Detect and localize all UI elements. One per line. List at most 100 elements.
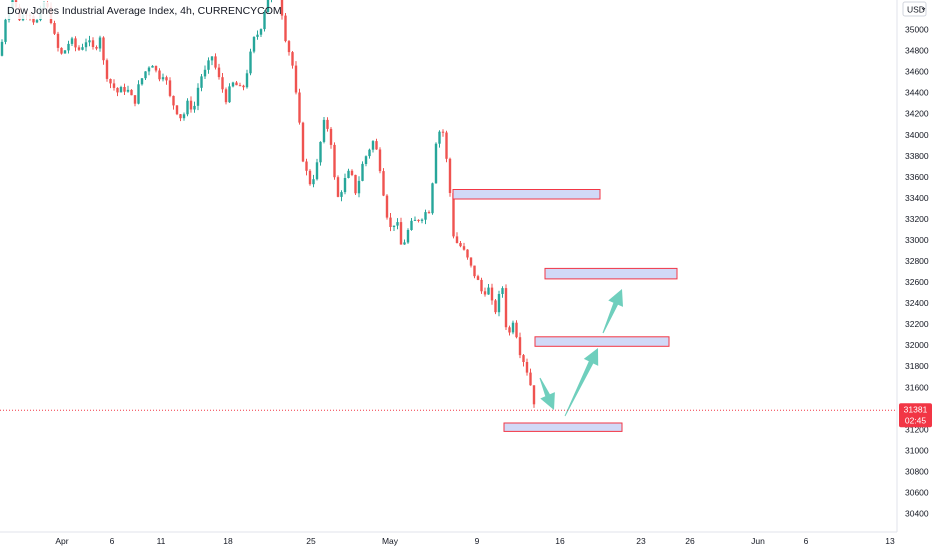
currency-label[interactable]: USD bbox=[907, 5, 925, 15]
candle-body bbox=[284, 15, 287, 42]
candle-body bbox=[123, 87, 126, 92]
candle-body bbox=[231, 82, 235, 87]
candle-body bbox=[305, 161, 308, 171]
candle-body bbox=[368, 149, 371, 157]
candle-body bbox=[102, 37, 105, 61]
candle-body bbox=[280, 0, 284, 16]
currency-selector-box[interactable] bbox=[902, 1, 927, 17]
candle-body bbox=[88, 40, 91, 43]
price-zone[interactable] bbox=[544, 267, 678, 280]
candle-body bbox=[249, 51, 252, 74]
candle-body bbox=[63, 50, 67, 54]
candle-body bbox=[427, 212, 431, 214]
candle-body bbox=[333, 144, 336, 178]
candle-body bbox=[354, 174, 357, 194]
candle-body bbox=[74, 38, 77, 48]
y-tick-label: 31600 bbox=[905, 382, 929, 392]
current-price-badge bbox=[899, 403, 932, 428]
candle-body bbox=[532, 385, 536, 405]
x-tick-label: 13 bbox=[885, 536, 895, 546]
candle-body bbox=[179, 114, 182, 119]
price-zone[interactable] bbox=[534, 336, 670, 347]
y-tick-label: 33000 bbox=[905, 235, 929, 245]
candle-body bbox=[245, 73, 249, 88]
candle-body bbox=[518, 337, 522, 356]
candle-body bbox=[210, 56, 214, 61]
candle-body bbox=[361, 163, 364, 181]
y-tick-label: 30600 bbox=[905, 488, 929, 498]
candle-body bbox=[476, 276, 480, 280]
support-resistance-zones bbox=[452, 189, 678, 432]
x-tick-label: Apr bbox=[55, 536, 68, 546]
y-tick-label: 33200 bbox=[905, 214, 929, 224]
candle-body bbox=[165, 77, 168, 81]
candle-body bbox=[347, 170, 350, 178]
y-tick-label: 35000 bbox=[905, 25, 929, 35]
candle-body bbox=[420, 219, 424, 221]
candle-body bbox=[221, 77, 224, 90]
candle-body bbox=[84, 42, 88, 48]
price-axis[interactable]: 35000 34800 34600 34400 34200 34000 33800 33600… bbox=[905, 25, 929, 519]
y-tick-label: 34800 bbox=[905, 46, 929, 56]
candle-body bbox=[207, 60, 210, 70]
y-tick-label: 34400 bbox=[905, 88, 929, 98]
price-zone[interactable] bbox=[452, 189, 601, 200]
candle-body bbox=[431, 183, 434, 214]
candles bbox=[0, 0, 536, 408]
candle-body bbox=[371, 141, 375, 150]
candle-body bbox=[396, 222, 399, 226]
candle-body bbox=[336, 177, 340, 197]
y-tick-label: 32800 bbox=[905, 256, 929, 266]
y-tick-label: 33800 bbox=[905, 151, 929, 161]
y-tick-label: 32200 bbox=[905, 319, 929, 329]
x-tick-label: 26 bbox=[685, 536, 695, 546]
candle-body bbox=[252, 37, 256, 52]
candle-body bbox=[158, 70, 161, 80]
candle-body bbox=[151, 65, 154, 68]
candle-body bbox=[91, 40, 95, 47]
candle-body bbox=[406, 230, 410, 243]
candle-body bbox=[81, 47, 84, 50]
candle-body bbox=[98, 37, 102, 49]
candle-body bbox=[375, 141, 378, 150]
candle-body bbox=[455, 236, 459, 243]
candle-body bbox=[235, 82, 238, 86]
candle-body bbox=[137, 84, 140, 104]
candle-body bbox=[56, 33, 60, 48]
price-zone[interactable] bbox=[503, 422, 623, 432]
time-axis[interactable]: Apr 6 11 18 25 May 9 16 23 26 Jun 6 13 bbox=[55, 536, 895, 546]
candle-body bbox=[515, 322, 518, 338]
x-tick-label: 6 bbox=[110, 536, 115, 546]
candle-body bbox=[487, 287, 490, 295]
y-tick-label: 30400 bbox=[905, 509, 929, 519]
candle-body bbox=[340, 192, 343, 197]
candle-body bbox=[364, 156, 368, 164]
candle-body bbox=[357, 180, 361, 194]
candle-body bbox=[242, 85, 245, 88]
candle-body bbox=[287, 41, 291, 53]
candle-body bbox=[315, 162, 319, 180]
candle-body bbox=[459, 243, 462, 247]
y-tick-label: 34000 bbox=[905, 130, 929, 140]
legend-background bbox=[0, 2, 225, 19]
candle-body bbox=[259, 29, 263, 35]
plot-area[interactable] bbox=[0, 0, 898, 533]
currency-selector[interactable]: USD bbox=[902, 1, 927, 17]
candle-body bbox=[389, 217, 392, 227]
candle-body bbox=[343, 178, 347, 193]
candle-body bbox=[95, 47, 98, 49]
candle-body bbox=[410, 220, 413, 230]
current-price-value: 31381 bbox=[904, 404, 928, 414]
candle-body bbox=[147, 67, 151, 72]
x-tick-label: 6 bbox=[804, 536, 809, 546]
projection-arrow bbox=[564, 348, 599, 417]
candle-body bbox=[182, 114, 186, 119]
candle-body bbox=[175, 105, 179, 115]
candle-body bbox=[291, 52, 294, 66]
candle-body bbox=[529, 372, 532, 386]
candle-body bbox=[203, 69, 207, 77]
y-tick-label: 32400 bbox=[905, 298, 929, 308]
candle-body bbox=[413, 219, 417, 221]
candle-body bbox=[112, 83, 116, 88]
